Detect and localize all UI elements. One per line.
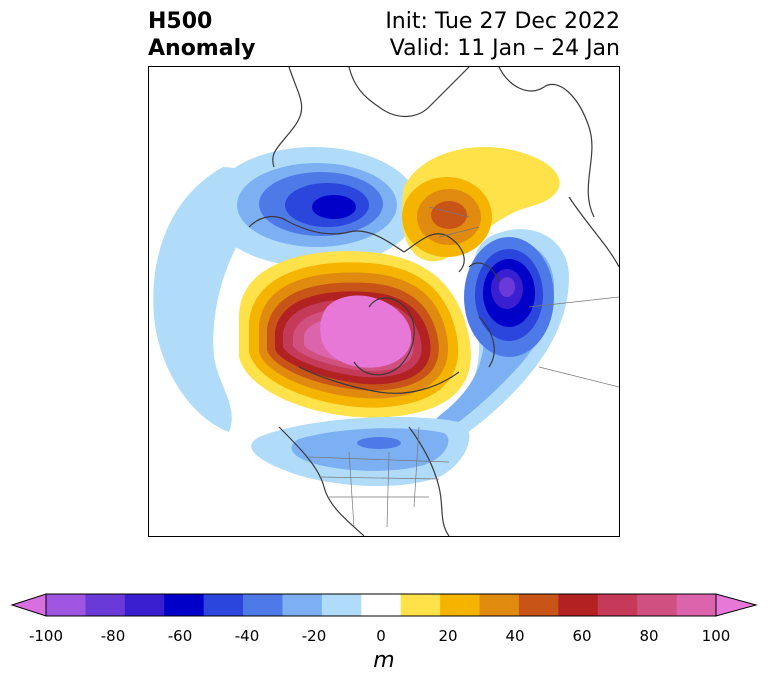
colorbar-tick-label: -100: [28, 627, 64, 645]
colorbar-tick-label: 60: [572, 627, 592, 645]
valid-range-label: Valid: 11 Jan – 24 Jan: [389, 36, 620, 61]
colorbar-cell: [597, 594, 638, 616]
positive-anomaly-arctic: [239, 251, 471, 418]
map-subtitle: Init: Tue 27 Dec 2022 Valid: 11 Jan – 24…: [385, 8, 620, 62]
colorbar-tick-label: -20: [301, 627, 327, 645]
colorbar-tick-label: -80: [100, 627, 126, 645]
colorbar-cell: [46, 594, 86, 616]
colorbar-cell: [243, 594, 283, 616]
colorbar-left-extend: [10, 593, 47, 617]
colorbar-cell: [321, 594, 362, 616]
colorbar-cell: [164, 594, 205, 616]
colorbar-unit-label: m: [373, 648, 395, 673]
border-lines: [308, 206, 619, 528]
coastline-lines: [248, 67, 619, 536]
colorbar-cell: [203, 594, 244, 616]
negative-anomaly-east-asia: [406, 229, 569, 465]
colorbar-cell: [124, 594, 165, 616]
colorbar-right-extend: [715, 593, 758, 617]
colorbar-cell: [85, 594, 126, 616]
colorbar-tick-label: -60: [167, 627, 193, 645]
colorbar-tick-label: 80: [639, 627, 659, 645]
negative-anomaly-united-states: [251, 417, 470, 487]
anomaly-map-canvas: [153, 67, 619, 536]
init-time-label: Init: Tue 27 Dec 2022: [385, 9, 620, 34]
title-field: Anomaly: [148, 36, 256, 61]
colorbar-cell: [558, 594, 599, 616]
colorbar: [10, 593, 758, 617]
negative-anomaly-siberia: [209, 147, 419, 267]
colorbar-cell: [282, 594, 323, 616]
map-title: H500 Anomaly: [148, 8, 255, 62]
colorbar-cell: [479, 594, 520, 616]
colorbar-tick-label: 40: [505, 627, 525, 645]
title-variable: H500: [148, 9, 213, 34]
colorbar-tick-label: -40: [234, 627, 260, 645]
colorbar-cell: [518, 594, 559, 616]
colorbar-cell: [440, 594, 481, 616]
colorbar-cell: [676, 594, 717, 616]
positive-anomaly-europe: [401, 147, 560, 262]
colorbar-cell: [637, 594, 678, 616]
colorbar-cell: [361, 594, 402, 616]
colorbar-tick-label: 100: [701, 627, 731, 645]
colorbar-tick-label: 0: [376, 627, 386, 645]
anomaly-map: [148, 66, 620, 537]
colorbar-cell: [400, 594, 441, 616]
colorbar-tick-label: 20: [438, 627, 458, 645]
